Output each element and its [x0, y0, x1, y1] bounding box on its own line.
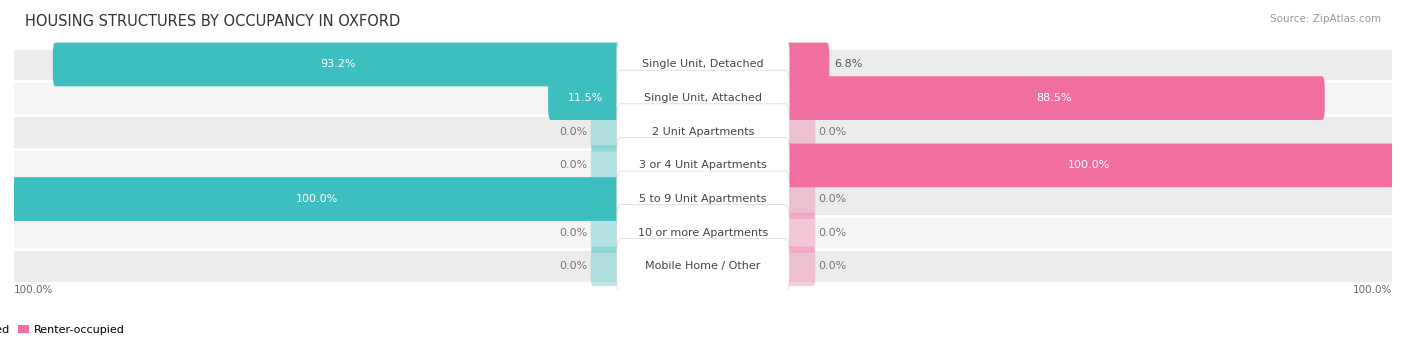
Bar [14, 149, 1392, 182]
FancyBboxPatch shape [591, 112, 623, 152]
Text: 0.0%: 0.0% [818, 127, 846, 137]
Text: 6.8%: 6.8% [834, 59, 862, 70]
FancyBboxPatch shape [783, 112, 815, 152]
Bar [14, 216, 1392, 250]
Text: 0.0%: 0.0% [818, 228, 846, 238]
Text: Single Unit, Detached: Single Unit, Detached [643, 59, 763, 70]
Text: 10 or more Apartments: 10 or more Apartments [638, 228, 768, 238]
FancyBboxPatch shape [783, 247, 815, 286]
Text: 0.0%: 0.0% [560, 228, 588, 238]
Text: 5 to 9 Unit Apartments: 5 to 9 Unit Apartments [640, 194, 766, 204]
FancyBboxPatch shape [548, 76, 623, 120]
Text: 100.0%: 100.0% [14, 285, 53, 295]
FancyBboxPatch shape [783, 179, 815, 219]
FancyBboxPatch shape [617, 137, 789, 193]
Text: 3 or 4 Unit Apartments: 3 or 4 Unit Apartments [640, 160, 766, 170]
Text: 100.0%: 100.0% [297, 194, 339, 204]
FancyBboxPatch shape [783, 76, 1324, 120]
Text: 2 Unit Apartments: 2 Unit Apartments [652, 127, 754, 137]
FancyBboxPatch shape [617, 171, 789, 227]
FancyBboxPatch shape [783, 213, 815, 252]
Text: Mobile Home / Other: Mobile Home / Other [645, 261, 761, 271]
Text: 0.0%: 0.0% [818, 261, 846, 271]
Text: 100.0%: 100.0% [1067, 160, 1109, 170]
FancyBboxPatch shape [53, 43, 623, 86]
FancyBboxPatch shape [617, 238, 789, 294]
FancyBboxPatch shape [783, 43, 830, 86]
FancyBboxPatch shape [617, 205, 789, 261]
Text: 93.2%: 93.2% [321, 59, 356, 70]
Text: Single Unit, Attached: Single Unit, Attached [644, 93, 762, 103]
Text: 0.0%: 0.0% [560, 160, 588, 170]
FancyBboxPatch shape [591, 213, 623, 252]
FancyBboxPatch shape [617, 36, 789, 92]
Text: HOUSING STRUCTURES BY OCCUPANCY IN OXFORD: HOUSING STRUCTURES BY OCCUPANCY IN OXFOR… [25, 14, 401, 29]
FancyBboxPatch shape [591, 247, 623, 286]
Text: 88.5%: 88.5% [1036, 93, 1071, 103]
Text: 100.0%: 100.0% [1353, 285, 1392, 295]
Bar [14, 48, 1392, 81]
FancyBboxPatch shape [617, 104, 789, 160]
Text: 0.0%: 0.0% [818, 194, 846, 204]
Bar [14, 250, 1392, 283]
Bar [14, 81, 1392, 115]
FancyBboxPatch shape [617, 70, 789, 126]
FancyBboxPatch shape [783, 144, 1395, 187]
Legend: Owner-occupied, Renter-occupied: Owner-occupied, Renter-occupied [0, 320, 129, 339]
Bar [14, 182, 1392, 216]
Text: 11.5%: 11.5% [568, 93, 603, 103]
FancyBboxPatch shape [591, 146, 623, 185]
Text: 0.0%: 0.0% [560, 127, 588, 137]
Bar [14, 115, 1392, 149]
FancyBboxPatch shape [11, 177, 623, 221]
Text: 0.0%: 0.0% [560, 261, 588, 271]
Text: Source: ZipAtlas.com: Source: ZipAtlas.com [1270, 14, 1381, 24]
